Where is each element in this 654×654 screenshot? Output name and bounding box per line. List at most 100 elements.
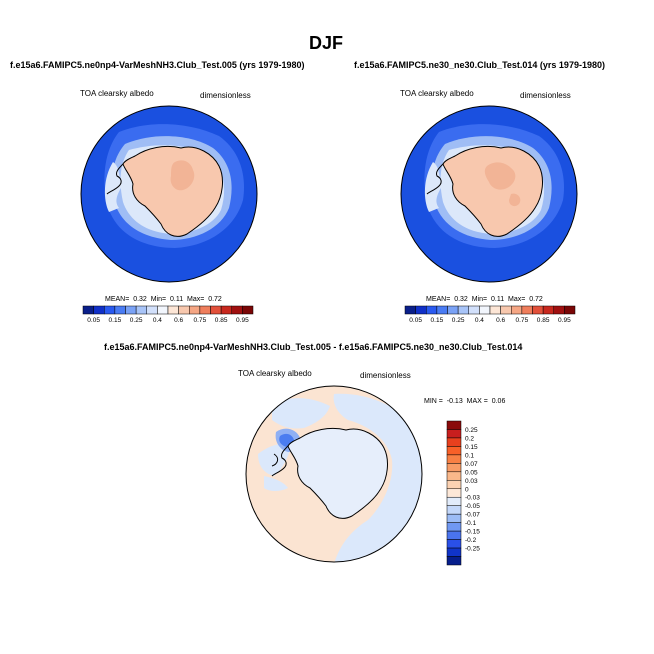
colorbar-tick-label: 0.75 — [516, 317, 529, 324]
colorbar-box — [189, 305, 201, 315]
antarctic-peninsula-coast — [106, 163, 124, 195]
map-border — [245, 385, 423, 563]
antarctica-land — [287, 427, 388, 519]
colorbar-box — [446, 437, 462, 447]
colorbar-tick-label: 0.15 — [109, 317, 122, 324]
colorbar-box — [220, 305, 232, 315]
colorbar-tick-label: 0.6 — [496, 317, 505, 324]
plateau-high-albedo — [170, 160, 195, 191]
panel-3-colorbar: 0.250.2 0.150.1 0.070.05 0.030 -0.03-0.05 -0.… — [446, 420, 480, 566]
panel-2-right-label: dimensionless — [520, 91, 571, 100]
diff-negative-field — [272, 398, 330, 429]
colorbar-tick-label: 0.15 — [465, 444, 478, 451]
colorbar-box — [135, 305, 147, 315]
panel-1-left-label: TOA clearsky albedo — [80, 89, 154, 98]
colorbar-box — [446, 429, 462, 439]
colorbar-box — [532, 305, 544, 315]
panel-3-map — [245, 385, 423, 563]
colorbar-box — [542, 305, 554, 315]
antarctic-peninsula-coast — [426, 163, 444, 195]
panel-3-right-label: dimensionless — [360, 371, 411, 380]
colorbar-tick-label: 0.05 — [87, 317, 100, 324]
panel-1-title: f.e15a6.FAMIPC5.ne0np4-VarMeshNH3.Club_T… — [10, 60, 305, 70]
colorbar-box — [199, 305, 211, 315]
colorbar-box — [446, 530, 462, 540]
colorbar-box — [446, 513, 462, 523]
colorbar-box — [500, 305, 512, 315]
colorbar-box — [457, 305, 469, 315]
colorbar-box — [446, 496, 462, 506]
panel-2-colorbar: 0.05 0.15 0.25 0.4 0.6 0.75 0.85 0.95 — [404, 305, 576, 324]
colorbar-box — [146, 305, 158, 315]
colorbar-box — [210, 305, 222, 315]
colorbar-tick-label: -0.1 — [465, 520, 477, 527]
colorbar-box — [436, 305, 448, 315]
peninsula-ice — [104, 162, 123, 212]
colorbar-tick-label: 0.07 — [465, 461, 478, 468]
antarctica-land — [442, 145, 543, 237]
colorbar-box — [104, 305, 116, 315]
colorbar-box — [157, 305, 169, 315]
colorbar-box — [446, 463, 462, 473]
colorbar-box — [479, 305, 491, 315]
colorbar-tick-label: 0.25 — [452, 317, 465, 324]
colorbar-tick-label: -0.2 — [465, 537, 477, 544]
map-border — [80, 105, 258, 283]
colorbar-box — [446, 480, 462, 490]
colorbar-tick-label: 0 — [465, 486, 469, 493]
colorbar-box — [564, 305, 576, 315]
colorbar-box — [446, 539, 462, 549]
colorbar-tick-label: 0.1 — [465, 452, 474, 459]
colorbar-tick-label: 0.4 — [475, 317, 484, 324]
colorbar-tick-label: -0.15 — [465, 529, 480, 536]
panel-3-stats: MIN = -0.13 MAX = 0.06 — [424, 398, 506, 405]
colorbar-tick-label: 0.6 — [174, 317, 183, 324]
colorbar-box — [446, 556, 462, 566]
colorbar-tick-label: 0.85 — [215, 317, 228, 324]
colorbar-tick-label: 0.05 — [409, 317, 422, 324]
colorbar-box — [167, 305, 179, 315]
colorbar-box — [114, 305, 126, 315]
colorbar-box — [446, 471, 462, 481]
panel-2-title: f.e15a6.FAMIPC5.ne30_ne30.Club_Test.014 … — [354, 60, 605, 70]
colorbar-box — [446, 488, 462, 498]
colorbar-tick-label: -0.03 — [465, 495, 480, 502]
colorbar-box — [446, 547, 462, 557]
panel-2-map — [400, 105, 578, 283]
panel-1-right-label: dimensionless — [200, 91, 251, 100]
colorbar-box — [178, 305, 190, 315]
panel-2-left-label: TOA clearsky albedo — [400, 89, 474, 98]
colorbar-box — [125, 305, 137, 315]
page-title: DJF — [309, 33, 344, 53]
colorbar-box — [242, 305, 254, 315]
colorbar-box — [446, 505, 462, 515]
colorbar-box — [231, 305, 243, 315]
colorbar-tick-label: 0.75 — [194, 317, 207, 324]
colorbar-box — [521, 305, 533, 315]
colorbar-box — [446, 420, 462, 430]
antarctic-peninsula-coast — [271, 445, 289, 477]
panel-1-stats: MEAN= 0.32 Min= 0.11 Max= 0.72 — [105, 296, 222, 303]
colorbar-tick-label: 0.25 — [130, 317, 143, 324]
colorbar-box — [426, 305, 438, 315]
colorbar-tick-label: 0.85 — [537, 317, 550, 324]
colorbar-box — [446, 446, 462, 456]
colorbar-tick-label: -0.07 — [465, 512, 480, 519]
colorbar-tick-label: -0.25 — [465, 546, 480, 553]
colorbar-box — [446, 454, 462, 464]
colorbar-box — [446, 522, 462, 532]
colorbar-box — [468, 305, 480, 315]
colorbar-tick-label: 0.05 — [465, 469, 478, 476]
plateau-high-albedo — [509, 193, 521, 207]
panel-1-colorbar: 0.05 0.15 0.25 0.4 0.6 0.75 0.85 0.95 — [82, 305, 254, 324]
panel-1-map — [80, 105, 258, 283]
plateau-high-albedo — [484, 162, 516, 190]
panel-3-title: f.e15a6.FAMIPC5.ne0np4-VarMeshNH3.Club_T… — [104, 342, 523, 352]
colorbar-tick-label: -0.05 — [465, 503, 480, 510]
colorbar-tick-label: 0.03 — [465, 478, 478, 485]
colorbar-tick-label: 0.2 — [465, 435, 474, 442]
colorbar-box — [447, 305, 459, 315]
colorbar-tick-label: 0.95 — [236, 317, 249, 324]
colorbar-tick-label: 0.95 — [558, 317, 571, 324]
colorbar-tick-label: 0.25 — [465, 427, 478, 434]
